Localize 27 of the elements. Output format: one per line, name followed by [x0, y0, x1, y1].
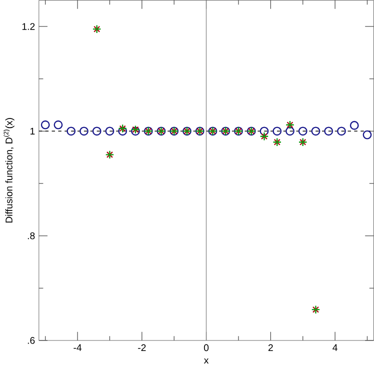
x-tick-label: 4: [332, 344, 338, 351]
y-tick-label: .6: [28, 336, 35, 344]
point: [286, 126, 294, 136]
y-tick-label: 1: [30, 128, 35, 134]
point: [350, 120, 359, 130]
point: [54, 120, 63, 130]
point: [272, 126, 282, 136]
y-tick-label: .8: [28, 232, 35, 240]
x-tick-label: -4: [74, 344, 82, 351]
point: [337, 126, 346, 136]
point: [92, 126, 102, 136]
point: [80, 126, 88, 136]
x-tick-label: 2: [268, 344, 273, 351]
point: [105, 126, 114, 136]
y-tick-label: 1.2: [22, 23, 35, 30]
y-axis-title: Diffusion function, D$^{(2)}$(x): [4, 118, 14, 222]
x-tick-label: 0: [204, 344, 209, 352]
x-axis-title: x: [204, 358, 209, 364]
point: [362, 130, 372, 140]
point: [118, 126, 128, 136]
point: [311, 126, 320, 136]
point: [324, 126, 334, 136]
point: [260, 126, 269, 136]
x-tick-label: -2: [138, 344, 146, 351]
point: [40, 120, 50, 130]
point: [298, 126, 308, 136]
point: [66, 126, 76, 136]
